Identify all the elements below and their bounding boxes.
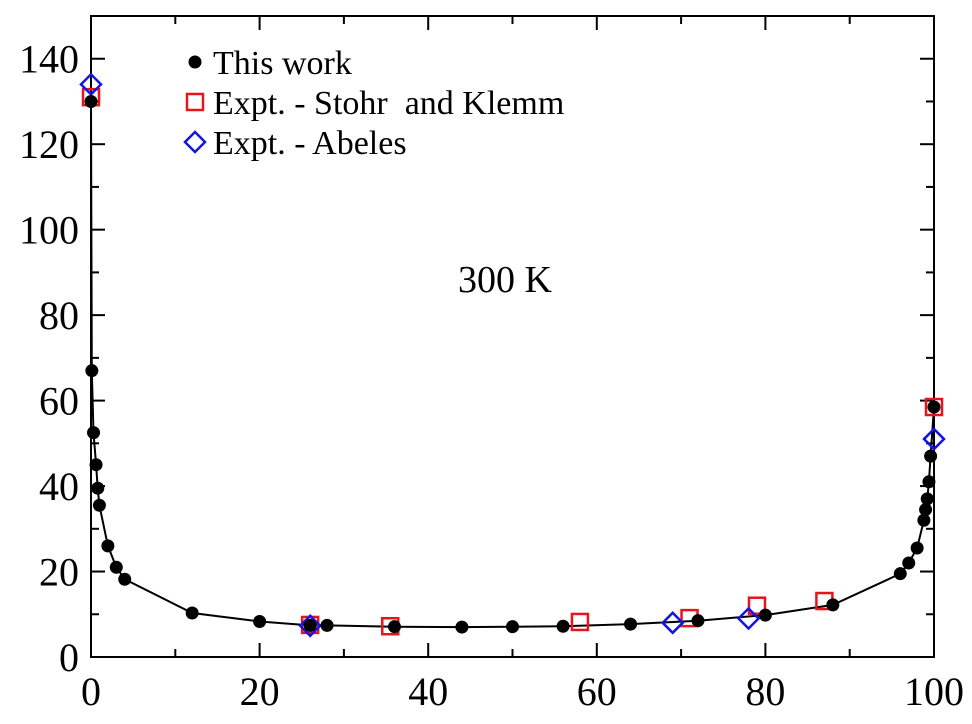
y-tick-label: 120 — [19, 122, 79, 167]
series-0-point — [919, 503, 933, 517]
series-0-point — [387, 620, 401, 634]
series-1-point — [924, 397, 944, 417]
legend-marker-0 — [188, 55, 202, 69]
series-0-point — [893, 567, 907, 581]
series-0-point — [758, 608, 772, 622]
series-0-point — [253, 615, 267, 629]
x-tick-label: 100 — [904, 669, 964, 714]
series-1-point — [747, 596, 767, 615]
series-2-point — [298, 614, 322, 638]
x-tick-label: 40 — [408, 669, 448, 714]
series-0-point — [91, 481, 105, 495]
series-0-point — [556, 619, 570, 633]
x-tick-label: 60 — [577, 669, 617, 714]
series-0-point — [84, 94, 98, 108]
series-0-point — [691, 614, 705, 628]
series-2-point — [736, 606, 761, 631]
series-0-point — [506, 620, 519, 634]
legend-label-0: This work — [213, 45, 352, 82]
series-0-point — [917, 513, 931, 527]
series-0-point — [920, 492, 934, 506]
x-tick-label: 0 — [81, 669, 101, 714]
series-0-point — [87, 426, 101, 440]
series-0-point — [89, 458, 103, 472]
series-0-point — [92, 498, 106, 512]
temperature-annotation: 300 K — [458, 259, 553, 301]
legend-label-2: Expt. - Abeles — [213, 125, 407, 162]
series-2-point — [79, 72, 103, 97]
series-0-point — [924, 449, 938, 463]
series-0-point — [303, 618, 317, 632]
series-0-point — [922, 475, 936, 489]
series-points — [79, 72, 946, 638]
y-tick-label: 0 — [59, 635, 79, 680]
legend-marker-1 — [185, 92, 205, 112]
y-tick-label: 140 — [19, 37, 79, 82]
series-0-point — [927, 400, 941, 414]
y-tick-label: 20 — [39, 550, 79, 595]
series-1-point — [570, 612, 590, 632]
series-0-line — [90, 101, 935, 629]
series-2-point — [660, 611, 685, 635]
series-0-point — [320, 618, 334, 632]
axis-tick-labels: 0 20 40 60 80 100 0 20 40 60 80 100 120 140 — [19, 37, 964, 714]
y-tick-label: 60 — [39, 379, 79, 424]
series-0-point — [624, 617, 638, 631]
series-lines — [90, 101, 935, 629]
series-0-point — [118, 572, 132, 586]
axis-ticks — [90, 15, 935, 658]
x-tick-label: 80 — [745, 669, 785, 714]
series-0-point — [109, 560, 123, 574]
series-2-point — [922, 427, 946, 451]
x-tick-label: 20 — [240, 669, 280, 714]
y-tick-label: 40 — [39, 464, 79, 509]
series-0-point — [101, 539, 115, 553]
series-0-point — [902, 556, 916, 570]
series-0-point — [910, 541, 924, 555]
legend-label-1: Expt. - Stohr and Klemm — [213, 85, 564, 122]
series-0-point — [185, 606, 199, 620]
series-0-point — [455, 620, 469, 634]
legend-marker-2 — [183, 130, 207, 154]
y-tick-label: 100 — [19, 208, 79, 253]
series-0-point — [826, 598, 840, 612]
series-0-point — [85, 364, 99, 378]
y-tick-label: 80 — [39, 293, 79, 338]
